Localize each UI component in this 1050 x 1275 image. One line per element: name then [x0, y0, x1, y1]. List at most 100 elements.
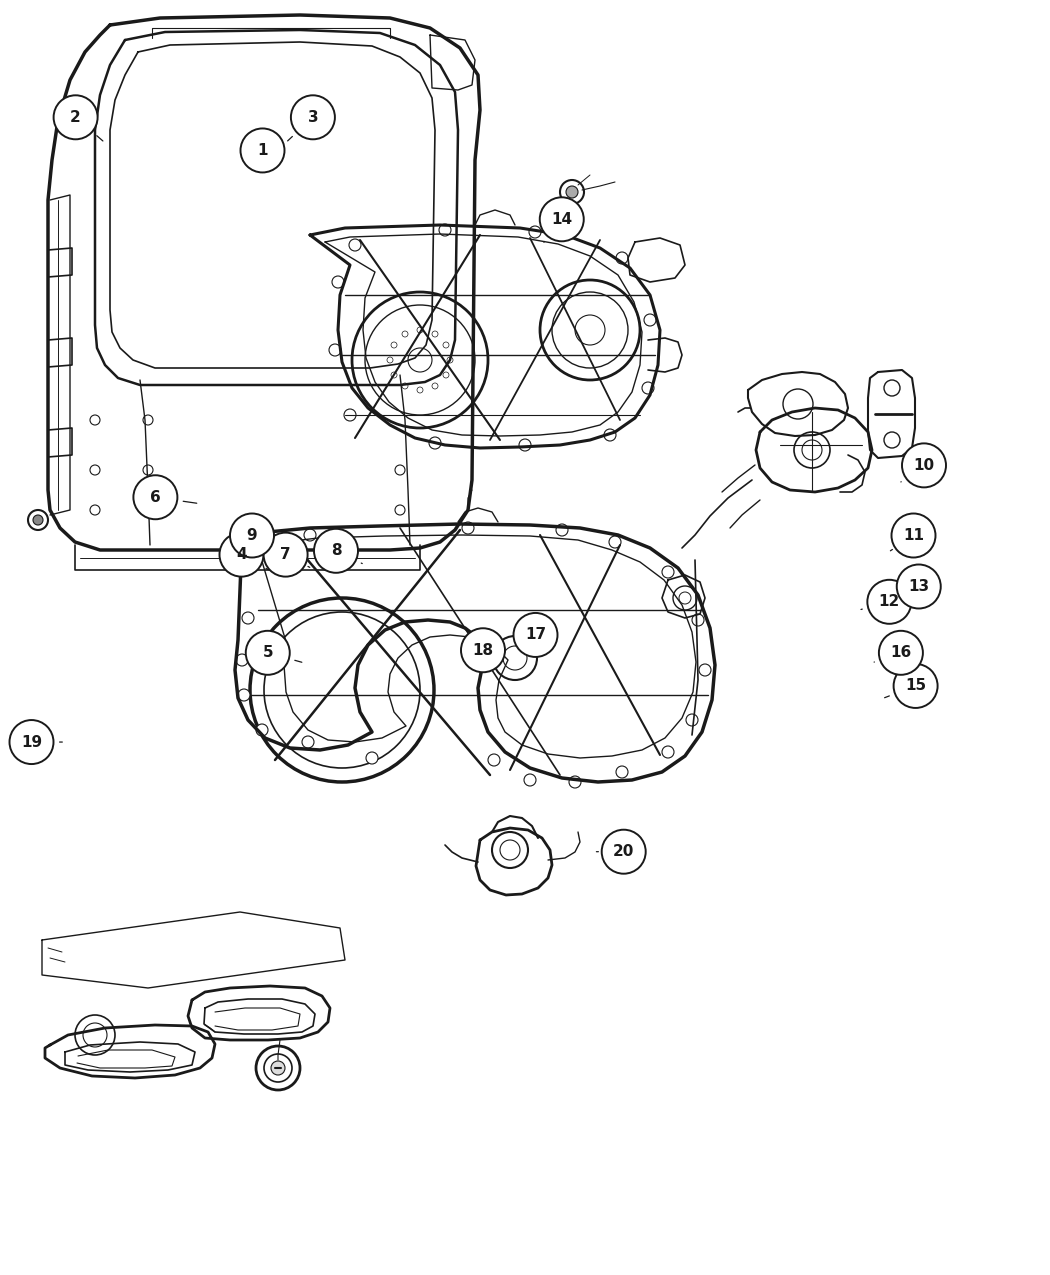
- Circle shape: [519, 439, 531, 451]
- Circle shape: [443, 342, 449, 348]
- Circle shape: [569, 776, 581, 788]
- Circle shape: [662, 566, 674, 578]
- Text: 15: 15: [905, 678, 926, 694]
- Circle shape: [402, 382, 408, 389]
- Circle shape: [461, 629, 505, 672]
- Circle shape: [28, 510, 48, 530]
- Text: 20: 20: [613, 844, 634, 859]
- Circle shape: [402, 332, 408, 337]
- Circle shape: [143, 465, 153, 476]
- Circle shape: [391, 372, 397, 377]
- Circle shape: [494, 636, 537, 680]
- Circle shape: [395, 505, 405, 515]
- Circle shape: [242, 612, 254, 623]
- Circle shape: [408, 348, 432, 372]
- Circle shape: [302, 736, 314, 748]
- Circle shape: [417, 326, 423, 333]
- Circle shape: [264, 533, 308, 576]
- Circle shape: [556, 524, 568, 536]
- Circle shape: [488, 754, 500, 766]
- Circle shape: [332, 275, 344, 288]
- Circle shape: [432, 332, 438, 337]
- Text: 18: 18: [472, 643, 493, 658]
- Circle shape: [133, 476, 177, 519]
- Circle shape: [867, 580, 911, 623]
- Circle shape: [794, 432, 830, 468]
- Text: 17: 17: [525, 627, 546, 643]
- Circle shape: [884, 380, 900, 397]
- Circle shape: [692, 615, 704, 626]
- Circle shape: [219, 533, 264, 576]
- Circle shape: [83, 1023, 107, 1047]
- Circle shape: [616, 766, 628, 778]
- Circle shape: [387, 357, 393, 363]
- Circle shape: [662, 746, 674, 759]
- Text: 4: 4: [236, 547, 247, 562]
- Circle shape: [699, 664, 711, 676]
- Circle shape: [395, 414, 405, 425]
- Circle shape: [503, 646, 527, 669]
- Circle shape: [897, 565, 941, 608]
- Circle shape: [33, 515, 43, 525]
- Circle shape: [236, 654, 248, 666]
- Circle shape: [894, 664, 938, 708]
- Text: 16: 16: [890, 645, 911, 660]
- Circle shape: [238, 688, 250, 701]
- Circle shape: [604, 428, 616, 441]
- Circle shape: [365, 305, 475, 414]
- Circle shape: [329, 344, 341, 356]
- Text: 12: 12: [879, 594, 900, 609]
- Circle shape: [304, 529, 316, 541]
- Circle shape: [432, 382, 438, 389]
- Circle shape: [230, 514, 274, 557]
- Text: 9: 9: [247, 528, 257, 543]
- Circle shape: [344, 409, 356, 421]
- Circle shape: [250, 598, 434, 782]
- Circle shape: [602, 830, 646, 873]
- Circle shape: [686, 714, 698, 725]
- Circle shape: [462, 521, 474, 534]
- Circle shape: [264, 612, 420, 768]
- Circle shape: [262, 550, 274, 561]
- Circle shape: [644, 314, 656, 326]
- Circle shape: [429, 437, 441, 449]
- Text: 19: 19: [21, 734, 42, 750]
- Circle shape: [439, 224, 452, 236]
- Circle shape: [366, 752, 378, 764]
- Circle shape: [246, 631, 290, 674]
- Circle shape: [884, 432, 900, 448]
- Circle shape: [256, 1046, 300, 1090]
- Circle shape: [90, 505, 100, 515]
- Circle shape: [143, 414, 153, 425]
- Text: 3: 3: [308, 110, 318, 125]
- Circle shape: [609, 536, 621, 548]
- Text: 8: 8: [331, 543, 341, 558]
- Circle shape: [524, 774, 536, 785]
- Text: 13: 13: [908, 579, 929, 594]
- Circle shape: [314, 529, 358, 572]
- Text: 5: 5: [262, 645, 273, 660]
- Circle shape: [500, 840, 520, 861]
- Circle shape: [902, 444, 946, 487]
- Circle shape: [264, 1054, 292, 1082]
- Circle shape: [352, 292, 488, 428]
- Circle shape: [513, 613, 558, 657]
- Text: 1: 1: [257, 143, 268, 158]
- Circle shape: [240, 129, 285, 172]
- Circle shape: [642, 382, 654, 394]
- Text: 10: 10: [914, 458, 934, 473]
- Circle shape: [616, 252, 628, 264]
- Text: 11: 11: [903, 528, 924, 543]
- Circle shape: [90, 465, 100, 476]
- Circle shape: [891, 514, 936, 557]
- Circle shape: [291, 96, 335, 139]
- Circle shape: [879, 631, 923, 674]
- Text: 7: 7: [280, 547, 291, 562]
- Circle shape: [256, 724, 268, 736]
- Circle shape: [566, 186, 578, 198]
- Circle shape: [802, 440, 822, 460]
- Circle shape: [783, 389, 813, 419]
- Circle shape: [395, 465, 405, 476]
- Circle shape: [271, 1061, 285, 1075]
- Circle shape: [560, 180, 584, 204]
